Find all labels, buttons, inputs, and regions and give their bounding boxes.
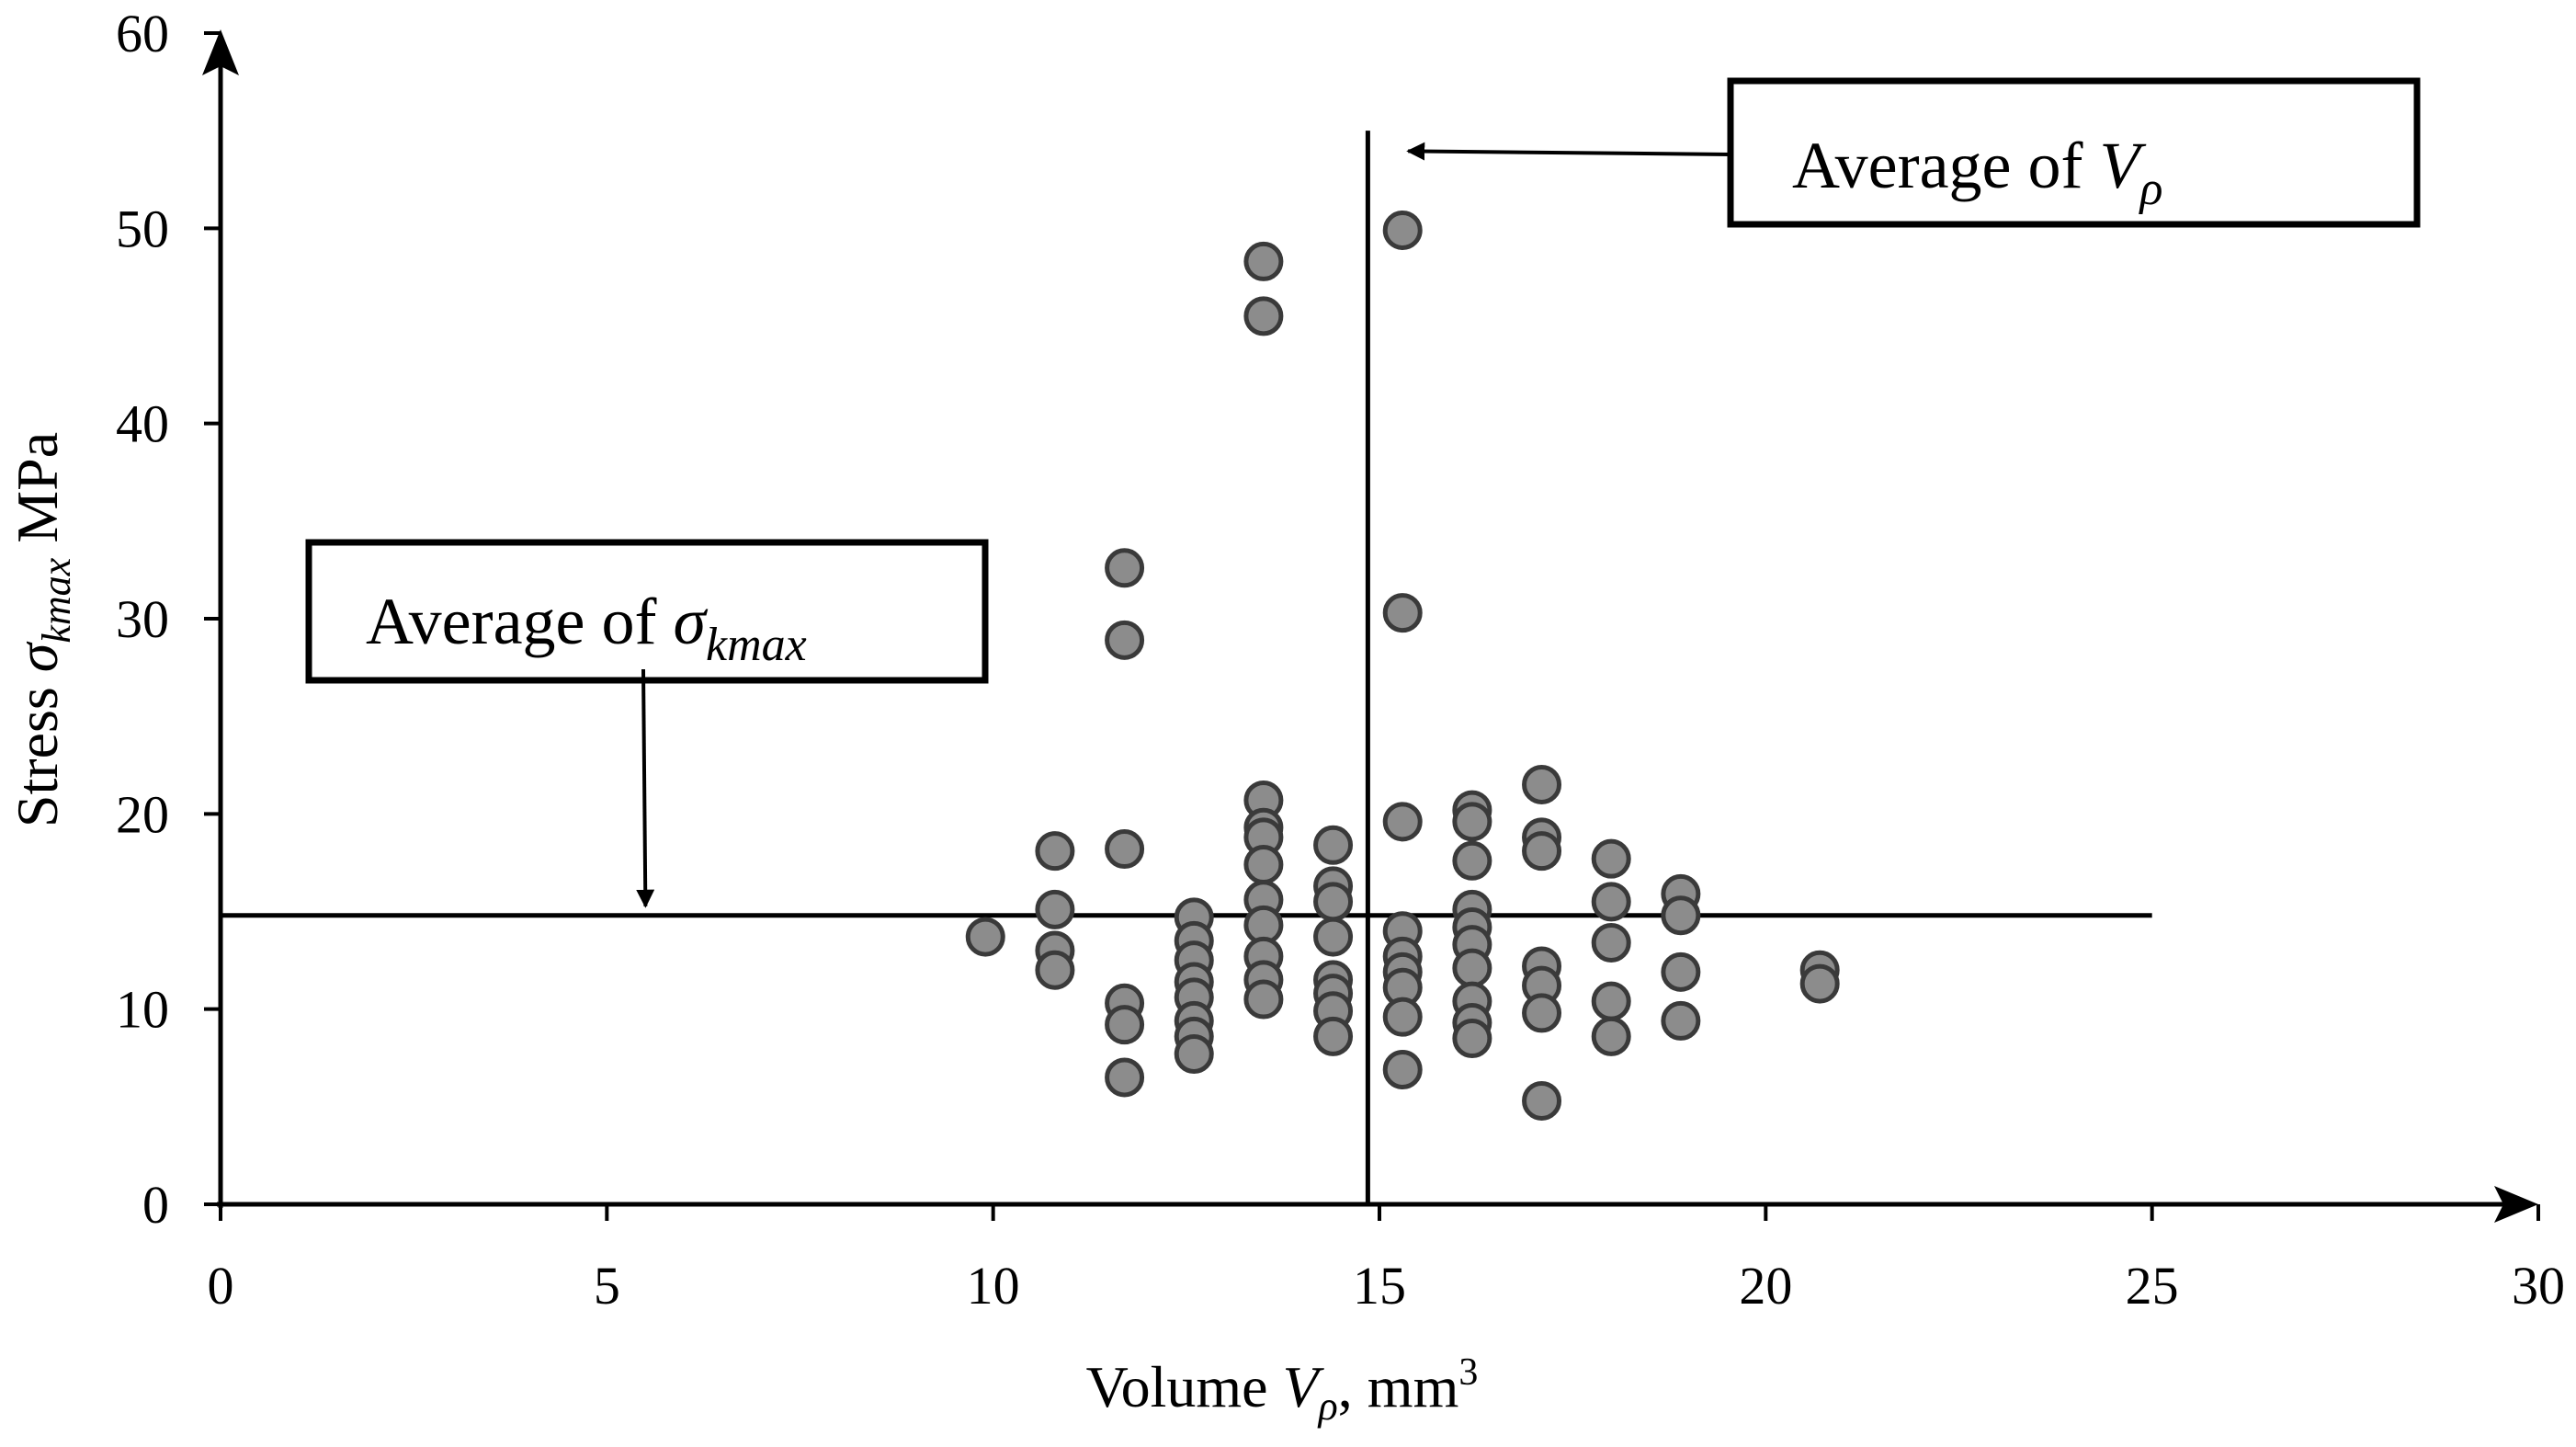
y-tick-label: 10 (116, 980, 169, 1040)
data-point (1382, 593, 1423, 633)
axes (202, 29, 2538, 1223)
data-point (1105, 1057, 1145, 1098)
data-point (1382, 1049, 1423, 1089)
data-point (1174, 1034, 1214, 1075)
y-tick-label: 30 (116, 589, 169, 649)
y-axis-arrow (202, 29, 239, 75)
data-point (1105, 620, 1145, 660)
data-point (1243, 296, 1284, 336)
data-point (1243, 845, 1284, 885)
x-tick-label: 10 (967, 1256, 1020, 1316)
data-point (1522, 1080, 1562, 1121)
annotation-text-average-volume: Average of Vρ (1792, 129, 2162, 215)
annotation-box-average-volume (1727, 77, 2421, 228)
x-axis-ticks: 0 5 10 15 20 25 30 (208, 1204, 2565, 1316)
data-point (1243, 979, 1284, 1020)
data-point (1382, 210, 1423, 250)
data-point (1591, 922, 1631, 963)
x-tick-label: 0 (208, 1256, 234, 1316)
data-point (1799, 963, 1840, 1004)
data-point (1522, 764, 1562, 804)
data-point (1522, 831, 1562, 872)
x-axis-arrow (2494, 1186, 2538, 1223)
data-point (1452, 840, 1492, 881)
x-axis-title: Volume Vρ, mm3 (1086, 1351, 1479, 1429)
data-point (1522, 993, 1562, 1033)
data-point (1452, 1019, 1492, 1059)
data-point (1661, 895, 1701, 936)
x-tick-label: 5 (594, 1256, 620, 1316)
data-point (1313, 917, 1354, 957)
annotation-average-volume: Average of Vρ (1406, 77, 2421, 228)
data-point (1313, 1016, 1354, 1056)
x-tick-label: 25 (2126, 1256, 2179, 1316)
annotation-box-average-stress (305, 539, 989, 684)
data-point (1591, 838, 1631, 879)
data-point (1313, 882, 1354, 922)
y-tick-label: 0 (142, 1175, 169, 1235)
data-point (1105, 829, 1145, 870)
data-point (1105, 548, 1145, 588)
y-axis-title: Stress σkmax MPa (5, 432, 79, 827)
data-point (1591, 1016, 1631, 1056)
x-tick-label: 20 (1739, 1256, 1792, 1316)
data-point (1382, 802, 1423, 842)
y-tick-label: 60 (116, 4, 169, 63)
annotation-average-stress: Average of σkmax (305, 539, 989, 908)
data-point (1035, 889, 1075, 929)
data-point (1661, 951, 1701, 992)
annotation-arrow-average-volume (1406, 142, 1731, 161)
y-tick-label: 40 (116, 394, 169, 454)
annotation-arrow-average-stress (636, 668, 655, 908)
data-point (965, 917, 1005, 957)
y-axis-ticks: 0 10 20 30 40 50 60 (116, 4, 221, 1235)
x-tick-label: 30 (2512, 1256, 2565, 1316)
data-point (1313, 825, 1354, 865)
y-tick-label: 20 (116, 784, 169, 844)
data-point (1382, 997, 1423, 1037)
data-point (1591, 882, 1631, 922)
data-point (1591, 981, 1631, 1021)
y-tick-label: 50 (116, 199, 169, 258)
data-point (1661, 1000, 1701, 1041)
data-point (1452, 948, 1492, 988)
data-point (1243, 241, 1284, 281)
data-point (1035, 831, 1075, 872)
data-point (1452, 802, 1492, 842)
annotation-text-average-stress: Average of σkmax (366, 585, 807, 671)
data-points (965, 210, 1840, 1121)
data-point (1105, 1005, 1145, 1045)
x-tick-label: 15 (1353, 1256, 1406, 1316)
data-point (1035, 950, 1075, 990)
